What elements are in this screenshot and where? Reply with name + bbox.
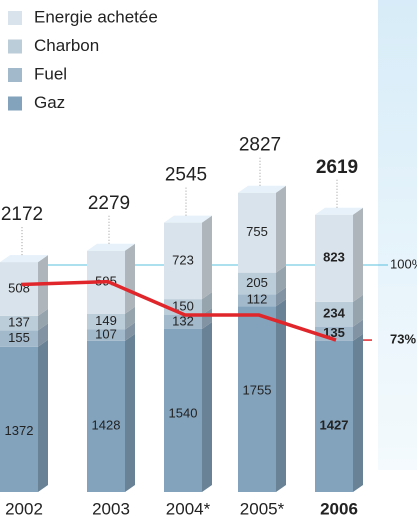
legend-swatch: [8, 39, 22, 54]
segment-label: 149: [95, 313, 117, 328]
total-label: 2172: [1, 204, 43, 225]
side-panel: [378, 0, 417, 470]
total-label: 2279: [88, 193, 130, 214]
bar-side: [353, 207, 363, 302]
bar-side: [202, 321, 212, 492]
bar-side: [125, 243, 135, 314]
bar-side: [38, 323, 48, 347]
bar-side: [125, 322, 135, 341]
bar-segment: [238, 306, 276, 492]
bar-segment: [164, 314, 202, 329]
segment-label: 1540: [169, 405, 198, 420]
legend-label: Energie achetée: [34, 7, 158, 26]
segment-label: 234: [323, 306, 345, 321]
bar-top: [87, 243, 135, 251]
bar-side: [276, 299, 286, 492]
segment-label: 205: [246, 275, 268, 290]
bar-segment: [315, 340, 353, 492]
bar-side: [202, 292, 212, 315]
bar-segment: [238, 192, 276, 273]
bar-segment: [0, 262, 38, 316]
segment-label: 1427: [320, 417, 349, 432]
bar-side: [276, 185, 286, 273]
bar-side: [38, 339, 48, 492]
y2-tick-label: 73%: [390, 331, 416, 346]
ratio-line: [20, 279, 337, 342]
segment-label: 107: [95, 327, 117, 342]
bar-side: [202, 307, 212, 329]
bar-side: [125, 306, 135, 330]
bar-side: [125, 333, 135, 492]
bar-side: [276, 265, 286, 295]
bar-side: [276, 287, 286, 307]
segment-label: 155: [8, 330, 30, 345]
bar-top: [238, 185, 286, 193]
legend-label: Fuel: [34, 64, 67, 83]
segment-label: 132: [172, 313, 194, 328]
segment-label: 137: [8, 315, 30, 330]
segment-label: 1755: [243, 383, 272, 398]
bar-segment: [315, 214, 353, 302]
y2-tick-label: 100%: [390, 256, 417, 271]
total-label: 2545: [165, 165, 207, 186]
bar-segment: [315, 301, 353, 327]
legend-swatch: [8, 96, 22, 111]
x-tick-label: 2004*: [166, 499, 211, 518]
bar-side: [353, 319, 363, 341]
segment-label: 755: [246, 224, 268, 239]
segment-label: 823: [323, 250, 345, 265]
bar-top: [0, 255, 48, 263]
bar-side: [38, 308, 48, 331]
x-tick-label: 2002: [5, 499, 43, 518]
segment-label: 150: [172, 298, 194, 313]
legend-label: Charbon: [34, 36, 99, 55]
bar-top: [164, 215, 212, 223]
bar-segment: [87, 329, 125, 341]
bar-side: [353, 333, 363, 492]
x-tick-label: 2006: [320, 499, 358, 518]
legend-swatch: [8, 68, 22, 82]
bar-segment: [164, 328, 202, 492]
bar-segment: [238, 272, 276, 295]
segment-label: 1428: [92, 417, 121, 432]
segment-label: 723: [172, 252, 194, 267]
x-tick-label: 2003: [92, 499, 130, 518]
bar-segment: [238, 294, 276, 307]
bar-segment: [0, 330, 38, 347]
legend-label: Gaz: [34, 93, 65, 112]
segment-label: 112: [247, 292, 268, 307]
bar-top: [315, 207, 363, 215]
bar-side: [202, 215, 212, 300]
bar-segment: [0, 346, 38, 492]
bar-segment: [87, 340, 125, 492]
bar-segment: [164, 222, 202, 300]
total-label: 2619: [316, 157, 358, 178]
total-label: 2827: [239, 135, 281, 156]
bar-segment: [0, 315, 38, 331]
bar-side: [353, 294, 363, 327]
x-tick-label: 2005*: [240, 499, 285, 518]
legend-swatch: [8, 11, 22, 25]
segment-label: 1372: [5, 423, 34, 438]
bar-segment: [87, 313, 125, 330]
